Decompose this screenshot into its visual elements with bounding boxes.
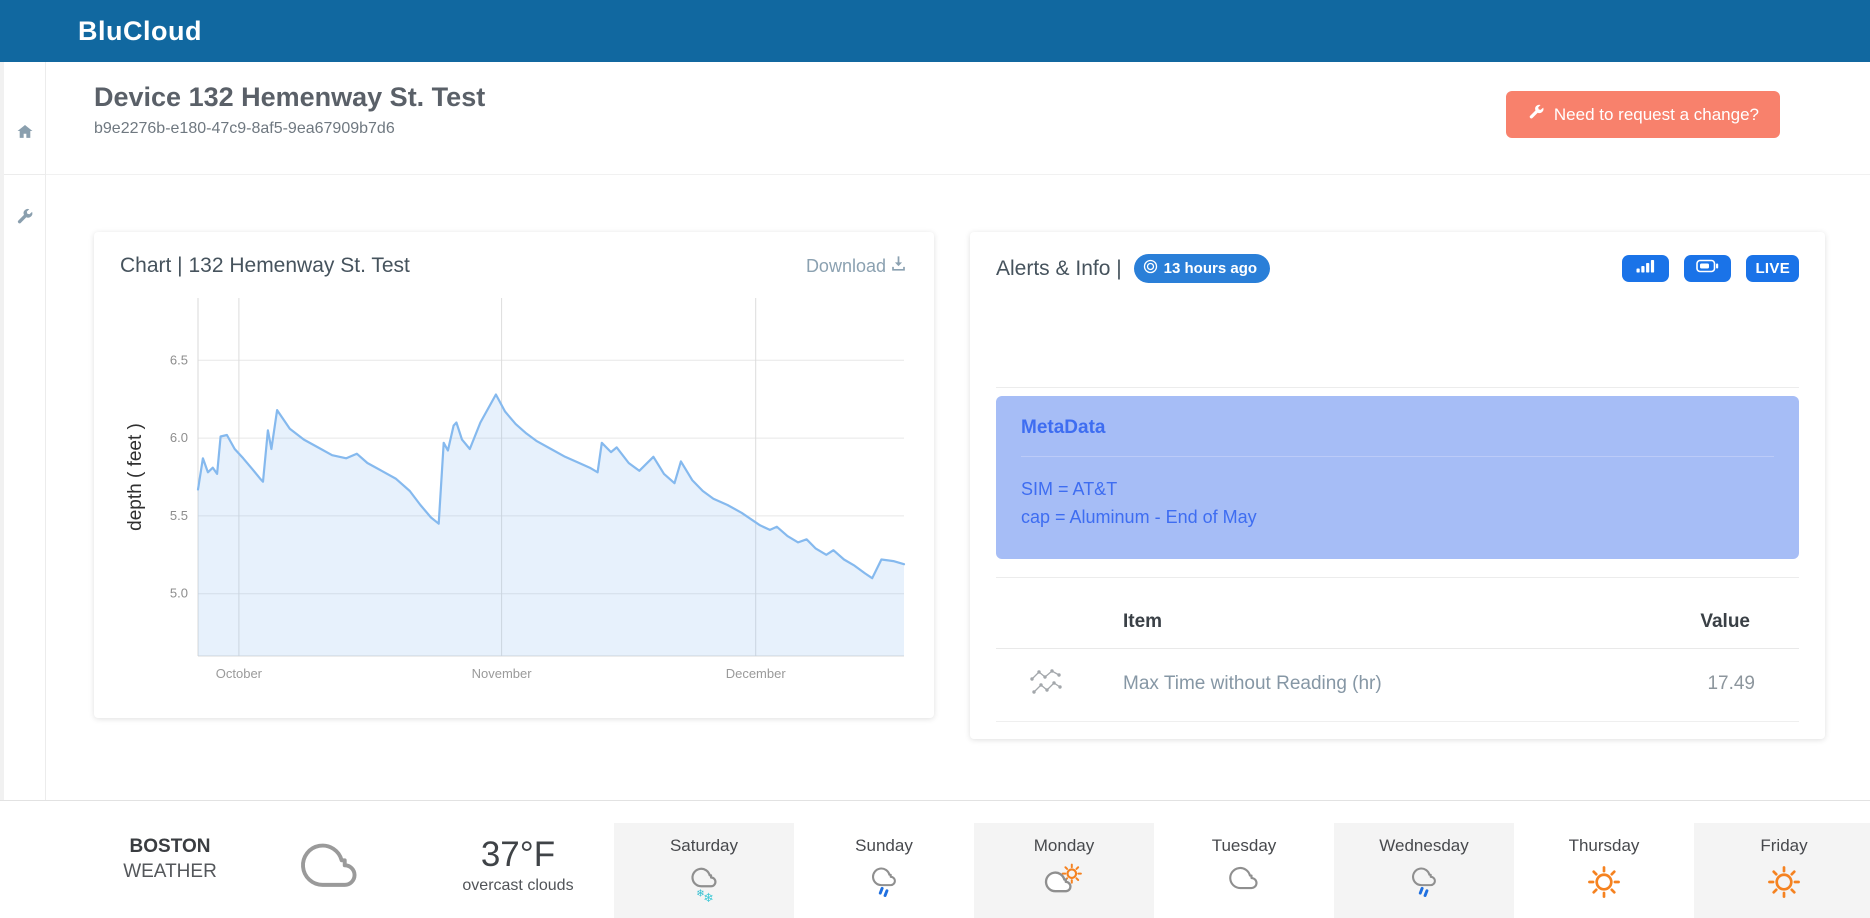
forecast-day-monday: Monday <box>974 823 1154 918</box>
request-change-button[interactable]: Need to request a change? <box>1505 91 1780 138</box>
forecast-day-label: Saturday <box>669 836 739 855</box>
weather-bar: BOSTON WEATHER 37°F overcast clouds Satu… <box>0 800 1870 918</box>
svg-text:❄: ❄ <box>703 891 714 905</box>
column-item: Item <box>1123 611 1163 632</box>
metadata-box: MetaData SIM = AT&T cap = Aluminum - End … <box>996 396 1799 559</box>
forecast-day-label: Wednesday <box>1379 836 1469 855</box>
metadata-divider <box>1021 456 1774 457</box>
cloud-icon <box>297 837 363 896</box>
svg-text:October: October <box>216 666 263 681</box>
cloud-rain-icon <box>794 863 974 908</box>
cards-row: Chart | 132 Hemenway St. Test Download 6… <box>46 232 1870 739</box>
wrench-icon <box>15 207 34 231</box>
sidebar-item-home[interactable] <box>4 62 45 175</box>
table-item: Max Time without Reading (hr) <box>1123 672 1382 694</box>
topbar: BluCloud <box>0 0 1870 62</box>
battery-status-pill <box>1684 255 1732 282</box>
forecast-row: Saturday ❄ ❄ Sunday Monday Tuesday Wednesday Th… <box>614 801 1870 918</box>
alerts-card: Alerts & Info | 13 hours ago <box>970 232 1825 739</box>
target-icon <box>1143 259 1158 278</box>
sidebar-item-settings[interactable] <box>4 175 45 263</box>
forecast-day-label: Sunday <box>855 836 913 855</box>
chart-card-title: Chart | 132 Hemenway St. Test <box>120 254 410 277</box>
forecast-day-label: Tuesday <box>1211 836 1277 855</box>
svg-text:6.5: 6.5 <box>170 352 188 367</box>
alerts-table: Item Value Max Time without Reading (hr)… <box>996 597 1799 722</box>
brand-logo[interactable]: BluCloud <box>78 15 202 46</box>
forecast-day-friday: Friday <box>1694 823 1870 918</box>
forecast-day-label: Friday <box>1760 836 1808 855</box>
alerts-table-body: Max Time without Reading (hr) 17.49 <box>996 649 1799 722</box>
alerts-card-title: Alerts & Info | <box>996 256 1122 280</box>
live-badge[interactable]: LIVE <box>1746 255 1799 282</box>
weather-temp: 37°F <box>480 835 556 874</box>
request-change-label: Need to request a change? <box>1553 104 1759 124</box>
signal-status-pill <box>1622 255 1670 282</box>
weather-condition: overcast clouds <box>462 877 574 894</box>
chart-card: Chart | 132 Hemenway St. Test Download 6… <box>94 232 934 718</box>
home-icon <box>15 122 35 146</box>
device-id: b9e2276b-e180-47c9-8af5-9ea67909b7d6 <box>94 120 395 137</box>
divider <box>996 577 1799 578</box>
download-link[interactable]: Download <box>806 254 908 278</box>
battery-icon <box>1696 259 1719 278</box>
forecast-day-sunday: Sunday <box>794 823 974 918</box>
divider <box>996 387 1799 388</box>
current-weather: BOSTON WEATHER 37°F overcast clouds <box>0 801 614 918</box>
forecast-day-saturday: Saturday ❄ ❄ <box>614 823 794 918</box>
table-header: Item Value <box>996 597 1799 649</box>
download-icon <box>889 254 908 278</box>
svg-text:November: November <box>472 666 533 681</box>
forecast-day-thursday: Thursday <box>1514 823 1694 918</box>
sun-icon <box>1694 863 1870 906</box>
sidebar <box>0 62 46 800</box>
table-value: 17.49 <box>1707 672 1755 694</box>
table-row: Max Time without Reading (hr) 17.49 <box>996 649 1799 722</box>
metadata-line: cap = Aluminum - End of May <box>1021 506 1257 527</box>
forecast-day-tuesday: Tuesday <box>1154 823 1334 918</box>
svg-text:5.0: 5.0 <box>170 586 188 601</box>
weather-city: BOSTON <box>129 836 211 857</box>
page-title: Device 132 Hemenway St. Test <box>94 82 486 112</box>
forecast-day-wednesday: Wednesday <box>1334 823 1514 918</box>
main-area: Device 132 Hemenway St. Test b9e2276b-e1… <box>0 62 1870 800</box>
forecast-day-label: Thursday <box>1568 836 1640 855</box>
svg-text:5.5: 5.5 <box>170 508 188 523</box>
cloud-snow-icon: ❄ ❄ <box>614 863 794 910</box>
cloud-icon <box>1154 863 1334 898</box>
wrench-icon <box>1527 103 1545 126</box>
weather-label: WEATHER <box>123 860 217 882</box>
metadata-lines: SIM = AT&T cap = Aluminum - End of May <box>1021 476 1774 532</box>
page-header: Device 132 Hemenway St. Test b9e2276b-e1… <box>46 62 1870 175</box>
svg-text:❄: ❄ <box>696 889 704 900</box>
forecast-day-label: Monday <box>1033 836 1095 855</box>
cloud-rain-icon <box>1334 863 1514 908</box>
svg-text:depth ( feet ): depth ( feet ) <box>125 423 146 531</box>
signal-icon <box>1635 259 1656 278</box>
download-label: Download <box>805 255 886 276</box>
metadata-line: SIM = AT&T <box>1021 479 1118 499</box>
sun-icon <box>1514 863 1694 906</box>
svg-text:December: December <box>726 666 787 681</box>
column-value: Value <box>1700 611 1750 632</box>
last-updated-badge: 13 hours ago <box>1133 254 1271 283</box>
metadata-title: MetaData <box>1021 417 1106 438</box>
content: Device 132 Hemenway St. Test b9e2276b-e1… <box>46 62 1870 800</box>
cloud-sun-icon <box>974 863 1154 902</box>
depth-chart[interactable]: 6.5 6.0 5.5 5.0 October November December depth… <box>120 288 908 708</box>
svg-text:6.0: 6.0 <box>170 430 188 445</box>
trend-icon <box>996 666 1123 701</box>
last-updated-label: 13 hours ago <box>1163 260 1258 277</box>
